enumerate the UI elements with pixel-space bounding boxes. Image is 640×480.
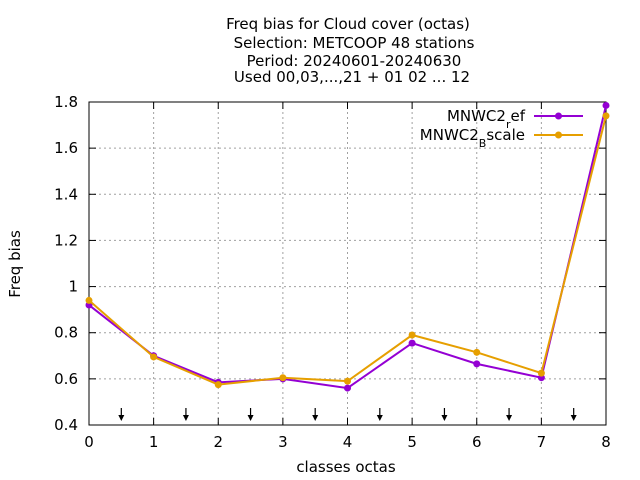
data-point [344,384,351,392]
class-arrow-marker [247,408,254,421]
data-point [473,360,481,368]
class-arrow-marker [182,408,189,421]
class-arrow-marker [118,408,125,421]
series-line [88,115,607,386]
data-point [602,112,610,120]
y-tick-label: 1.2 [54,231,78,249]
class-arrow-markers [118,408,577,421]
grid-lines [89,102,606,425]
legend-entry-1: MNWC2ref [447,107,583,131]
x-tick-labels: 0 1 2 3 4 5 6 7 8 [84,433,611,451]
class-arrow-marker [312,408,319,421]
legend-label: MNWC2ref [447,107,526,131]
data-point [214,381,222,389]
y-tick-label: 1 [68,278,78,296]
x-tick-label: 8 [601,433,611,451]
data-point [279,374,287,382]
x-tick-label: 7 [537,433,547,451]
x-tick-label: 1 [149,433,159,451]
y-tick-label: 1.8 [54,93,78,111]
data-point [85,296,93,304]
title-line-1: Freq bias for Cloud cover (octas) [226,15,470,33]
data-point [408,339,416,347]
y-tick-label: 0.4 [54,416,78,434]
data-point [408,331,416,339]
class-arrow-marker [570,408,577,421]
axis-ticks [88,101,607,426]
y-tick-label: 1.6 [54,139,78,157]
y-tick-labels: 0.4 0.6 0.8 1 1.2 1.4 1.6 1.8 [54,93,78,434]
x-tick-label: 5 [407,433,417,451]
data-point [537,369,545,377]
data-point [150,353,158,361]
legend-marker [555,112,562,120]
legend-label: MNWC2Bscale [420,126,525,150]
y-tick-label: 0.8 [54,324,78,342]
y-tick-label: 0.6 [54,370,78,388]
x-tick-label: 0 [84,433,94,451]
x-tick-label: 6 [472,433,482,451]
x-tick-label: 4 [343,433,353,451]
chart-title: Freq bias for Cloud cover (octas) Select… [226,15,475,86]
x-tick-label: 2 [213,433,223,451]
data-point [602,101,610,109]
class-arrow-marker [506,408,513,421]
legend-marker [555,131,562,139]
x-axis-label: classes octas [296,458,396,476]
x-tick-label: 3 [278,433,288,451]
data-point [344,377,351,385]
series-layer [85,101,610,392]
legend-entry-2: MNWC2Bscale [420,126,583,150]
title-line-3: Period: 20240601-20240630 [247,52,462,70]
y-axis-label: Freq bias [6,230,24,298]
class-arrow-marker [376,408,383,421]
y-tick-label: 1.4 [54,185,78,203]
title-line-2: Selection: METCOOP 48 stations [234,34,475,52]
title-line-4: Used 00,03,...,21 + 01 02 ... 12 [234,68,470,86]
data-point [473,348,481,356]
class-arrow-marker [441,408,448,421]
series-2 [85,112,610,389]
